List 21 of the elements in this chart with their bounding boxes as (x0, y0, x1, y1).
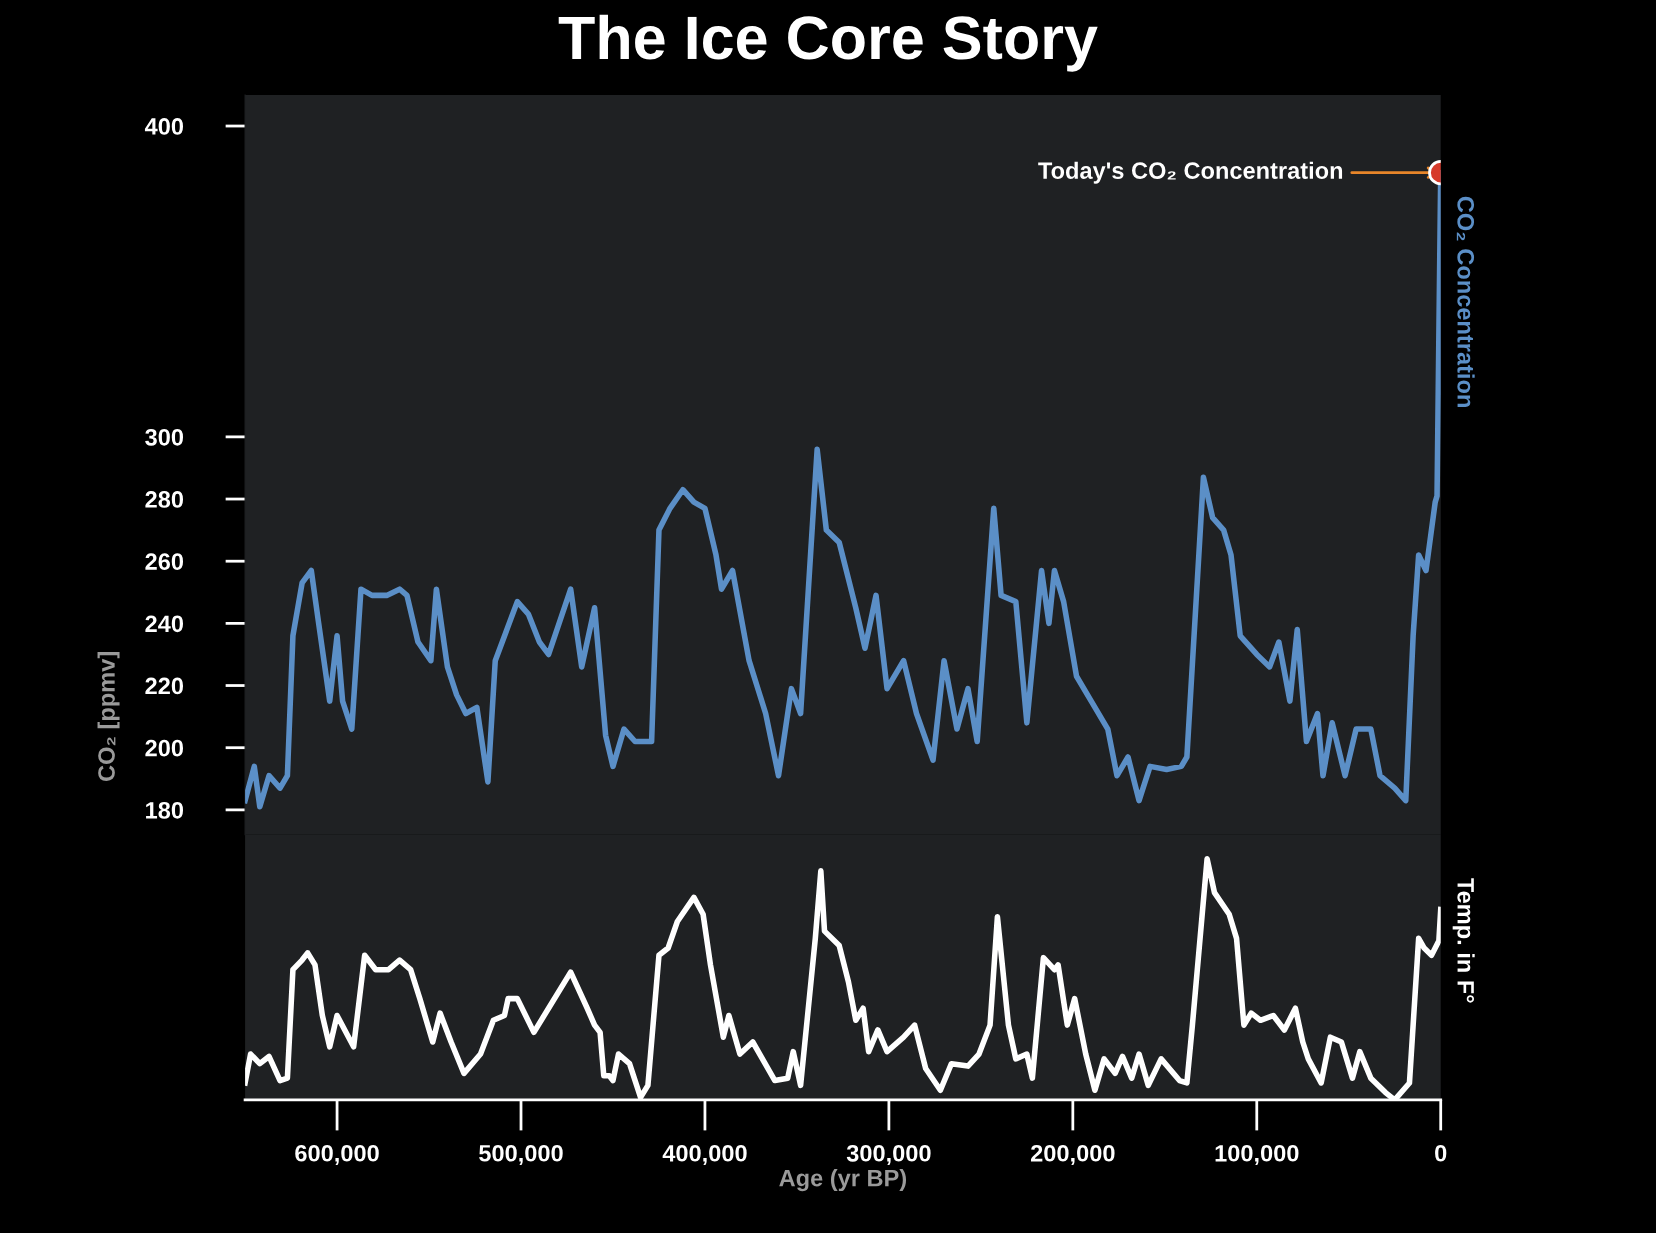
y-tick-label: 240 (145, 615, 184, 633)
text: Temp. in F° (1452, 878, 1475, 1003)
text: CO₂ Concentration (1456, 196, 1475, 407)
x-tick-label: 400,000 (662, 1144, 747, 1166)
x-tick-label: 300,000 (846, 1144, 931, 1166)
y-axis-title: CO₂ [ppmv] (97, 652, 120, 781)
y-tick-label: 400 (144, 118, 184, 135)
x-tick-label: 500,000 (479, 1144, 563, 1166)
x-tick-label: 200,000 (1030, 1144, 1115, 1166)
y-tick-label: 260 (145, 553, 184, 570)
y-tick-label: 280 (145, 491, 184, 508)
x-axis-title: Age (yr BP) (779, 1169, 907, 1192)
y-tick-label: 180 (146, 801, 184, 819)
x-tick-label: 600,000 (295, 1144, 379, 1166)
annotation: Today's CO₂ Concentration (1038, 161, 1343, 184)
chart-title: The Ice Core Story (558, 14, 1098, 72)
y-tick-label: 300 (145, 428, 184, 446)
y-tick-label: 200 (145, 739, 184, 757)
x-tick-label: 0 (1435, 1144, 1447, 1162)
y-tick-label: 220 (145, 677, 184, 695)
x-tick-label: 100,000 (1215, 1144, 1299, 1166)
